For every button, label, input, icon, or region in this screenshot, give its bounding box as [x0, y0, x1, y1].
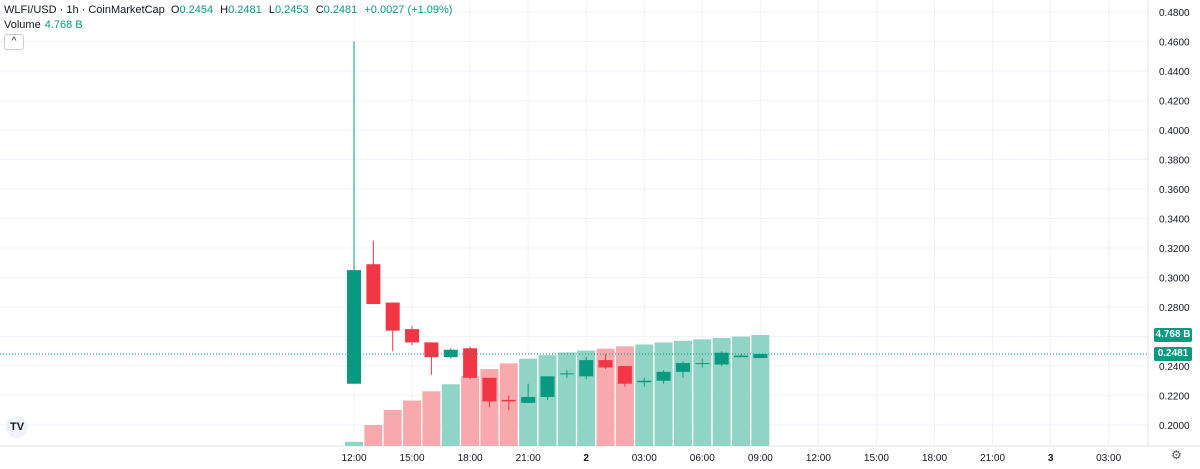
candle-body: [463, 348, 478, 378]
x-tick-label: 2: [583, 453, 589, 464]
x-tick-label: 15:00: [864, 453, 889, 464]
candle-body: [753, 354, 768, 359]
candle-body: [385, 302, 400, 331]
volume-label: Volume: [4, 19, 41, 31]
y-tick-label: 0.3600: [1159, 185, 1190, 196]
volume-bar: [403, 400, 422, 446]
candle-body: [482, 377, 497, 402]
y-tick-label: 0.2400: [1159, 362, 1190, 373]
volume-bar: [693, 339, 712, 446]
volume-bar: [422, 391, 441, 446]
volume-bar: [635, 344, 654, 446]
candle-body: [598, 360, 613, 368]
tradingview-logo[interactable]: TV: [6, 416, 28, 438]
volume-bar: [751, 335, 770, 446]
x-tick-label: 03:00: [632, 453, 657, 464]
volume-value: 4.768 B: [44, 19, 83, 31]
y-tick-label: 0.3000: [1159, 274, 1190, 285]
volume-bar: [596, 348, 615, 446]
candle-body: [734, 355, 748, 358]
volume-bar: [383, 409, 402, 446]
ohlc-legend: WLFI/USD · 1h · CoinMarketCap O0.2454 H0…: [4, 4, 456, 16]
x-tick-label: 3: [1048, 453, 1054, 464]
y-tick-label: 0.4600: [1159, 38, 1190, 49]
candle-body: [675, 363, 690, 372]
candle-body: [695, 363, 710, 365]
low-label: L: [268, 4, 275, 16]
y-tick-label: 0.4000: [1159, 126, 1190, 137]
last-price-tag: 0.2481: [1154, 347, 1192, 362]
candle-body: [656, 371, 671, 381]
volume-bar: [654, 342, 673, 446]
candle-body: [347, 270, 361, 384]
candle-body: [637, 380, 652, 383]
low-value: 0.2453: [274, 4, 309, 16]
candle-body: [540, 376, 555, 397]
x-tick-label: 18:00: [458, 453, 483, 464]
y-tick-label: 0.4200: [1159, 97, 1190, 108]
close-label: C: [315, 4, 324, 16]
y-tick-label: 0.4800: [1159, 8, 1190, 19]
candle-body: [521, 396, 536, 403]
volume-bar: [615, 346, 634, 446]
y-tick-label: 0.3400: [1159, 215, 1190, 226]
x-tick-label: 12:00: [341, 453, 366, 464]
gear-icon[interactable]: ⚙: [1171, 448, 1182, 462]
volume-bar: [441, 384, 460, 446]
y-tick-label: 0.2800: [1159, 303, 1190, 314]
y-tick-label: 0.2000: [1159, 421, 1190, 432]
y-tick-label: 0.3200: [1159, 244, 1190, 255]
volume-bar: [364, 425, 383, 446]
candle-body: [443, 349, 458, 358]
y-tick-label: 0.4400: [1159, 67, 1190, 78]
high-label: H: [220, 4, 229, 16]
candle-body: [579, 360, 594, 377]
volume-bar: [345, 441, 363, 446]
y-tick-label: 0.3800: [1159, 156, 1190, 167]
volume-bar: [732, 336, 750, 446]
candle-body: [366, 264, 381, 305]
x-tick-label: 18:00: [922, 453, 947, 464]
volume-bar: [461, 376, 480, 446]
open-label: O: [170, 4, 180, 16]
candle-body: [617, 366, 632, 384]
volume-bar: [712, 337, 731, 446]
open-value: 0.2454: [179, 4, 214, 16]
volume-bar: [673, 340, 692, 446]
candle-body: [714, 352, 729, 365]
volume-bar: [557, 352, 576, 446]
collapse-legend-button[interactable]: ^: [4, 34, 24, 50]
close-value: 0.2481: [323, 4, 358, 16]
volume-legend: Volume 4.768 B: [4, 19, 83, 31]
high-value: 0.2481: [228, 4, 262, 16]
y-tick-label: 0.2200: [1159, 392, 1190, 403]
candle-body: [424, 342, 439, 358]
x-tick-label: 09:00: [748, 453, 773, 464]
chevron-up-icon: ^: [11, 36, 17, 47]
x-tick-label: 06:00: [690, 453, 715, 464]
volume-bar: [538, 355, 557, 446]
x-tick-label: 03:00: [1096, 453, 1121, 464]
x-tick-label: 12:00: [806, 453, 831, 464]
x-tick-label: 15:00: [400, 453, 425, 464]
volume-tag: 4.768 B: [1154, 328, 1192, 342]
x-tick-label: 21:00: [980, 453, 1005, 464]
symbol-label[interactable]: WLFI/USD · 1h · CoinMarketCap: [4, 4, 165, 16]
x-tick-label: 21:00: [516, 453, 541, 464]
candle-body: [559, 373, 574, 375]
candle-body: [405, 329, 420, 343]
candle-body: [501, 399, 516, 402]
change-value: +0.0027 (+1.09%): [364, 4, 453, 16]
